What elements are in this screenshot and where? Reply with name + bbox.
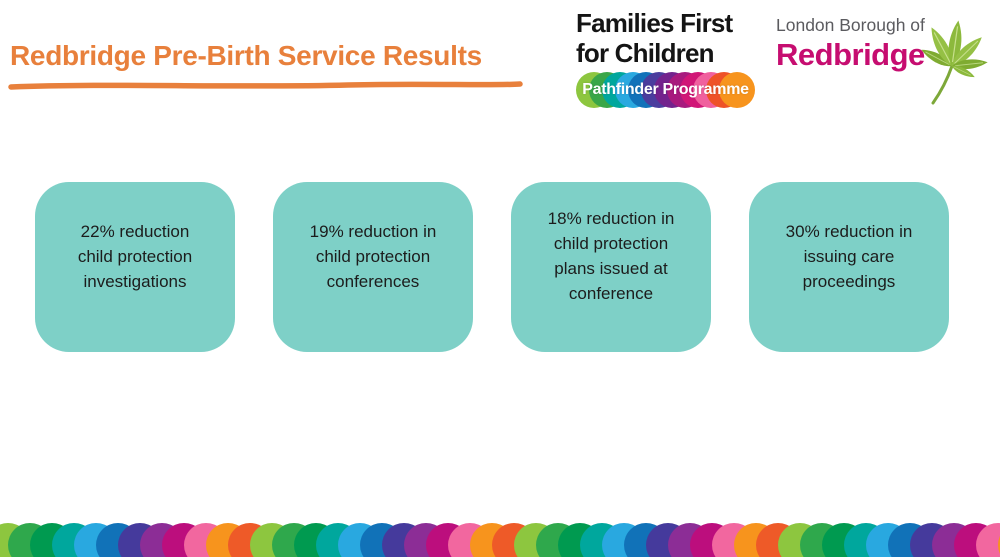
families-first-logo: Families First for Children Pathfinder P… xyxy=(576,8,758,108)
pathfinder-badge-label: Pathfinder Programme xyxy=(582,81,749,98)
redbridge-name: Redbridge xyxy=(776,37,925,72)
chestnut-leaf-icon xyxy=(921,20,988,105)
stat-card-plans: 18% reduction in child protection plans … xyxy=(511,182,711,352)
footer-circle-icon xyxy=(998,523,1000,557)
families-first-logo-line2: for Children xyxy=(576,38,715,68)
footer-dots-border xyxy=(0,523,1000,557)
stat-card-proceedings: 30% reduction in issuing care proceeding… xyxy=(749,182,949,352)
page-title: Redbridge Pre-Birth Service Results xyxy=(10,40,482,71)
stat-cards: 22% reduction child protection investiga… xyxy=(35,182,949,352)
families-first-logo-line1: Families First xyxy=(576,8,733,38)
stat-card-conferences: 19% reduction in child protection confer… xyxy=(273,182,473,352)
badge-circle-icon xyxy=(719,72,755,108)
pathfinder-badge: Pathfinder Programme xyxy=(576,72,755,108)
stat-card-investigations: 22% reduction child protection investiga… xyxy=(35,182,235,352)
redbridge-logo: London Borough of Redbridge xyxy=(776,14,925,74)
redbridge-borough-label: London Borough of xyxy=(776,15,925,35)
title-underline xyxy=(8,81,523,90)
